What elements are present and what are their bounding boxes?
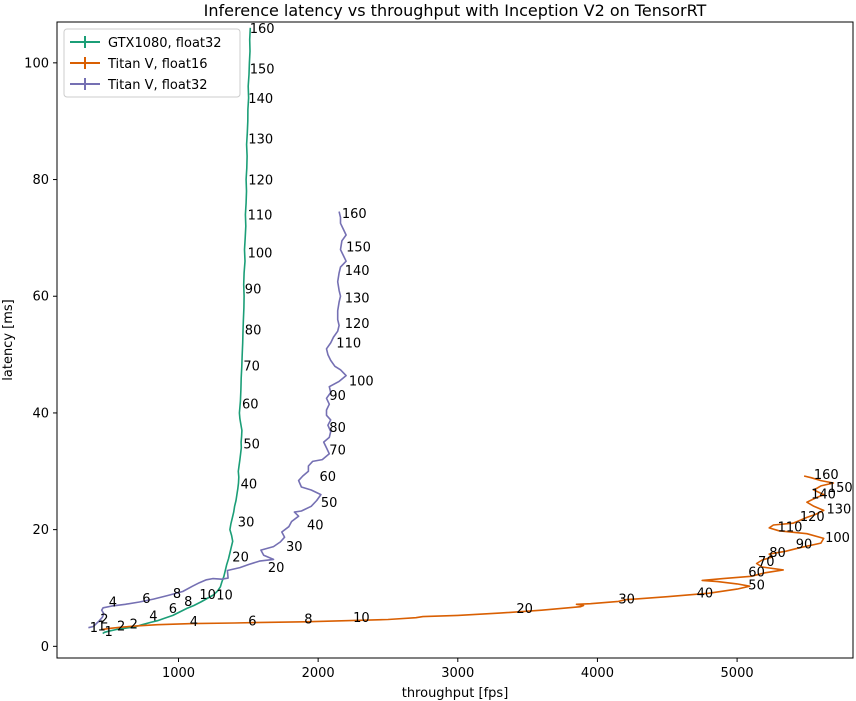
chart-title: Inference latency vs throughput with Inc… xyxy=(204,1,707,20)
plot-frame xyxy=(56,21,854,659)
y-tick-label: 0 xyxy=(41,640,49,655)
point-label: 150 xyxy=(250,63,275,78)
point-label: 160 xyxy=(814,468,839,483)
point-label: 1 xyxy=(105,625,113,640)
point-label: 110 xyxy=(778,521,803,536)
point-label: 20 xyxy=(232,551,249,566)
legend-label: GTX1080, float32 xyxy=(108,36,222,51)
point-label: 6 xyxy=(169,602,177,617)
point-label: 30 xyxy=(286,540,303,555)
point-label: 90 xyxy=(329,389,346,404)
point-label: 130 xyxy=(345,291,370,306)
point-label: 110 xyxy=(248,209,273,224)
point-label: 30 xyxy=(618,593,635,608)
point-label: 100 xyxy=(825,531,850,546)
point-label: 80 xyxy=(245,324,262,339)
legend-box xyxy=(63,28,241,98)
point-label: 50 xyxy=(243,437,260,452)
legend-label: Titan V, float32 xyxy=(107,78,208,93)
legend-label: Titan V, float16 xyxy=(107,57,208,72)
x-tick-label: 2000 xyxy=(302,666,335,681)
point-label: 140 xyxy=(248,92,273,107)
point-label: 2 xyxy=(117,619,125,634)
point-label: 20 xyxy=(268,561,285,576)
x-tick-label: 5000 xyxy=(721,666,754,681)
point-label: 90 xyxy=(796,538,813,553)
point-label: 70 xyxy=(243,360,260,375)
x-axis-label: throughput [fps] xyxy=(402,686,509,701)
point-label: 10 xyxy=(216,588,233,603)
point-label: 150 xyxy=(828,481,853,496)
point-label: 100 xyxy=(248,247,273,262)
point-label: 10 xyxy=(199,588,216,603)
x-tick-label: 4000 xyxy=(581,666,614,681)
y-tick-label: 60 xyxy=(32,290,49,305)
point-label: 50 xyxy=(321,496,338,511)
point-label: 6 xyxy=(142,592,150,607)
point-label: 60 xyxy=(242,398,259,413)
y-tick-label: 40 xyxy=(32,406,49,421)
point-label: 8 xyxy=(184,595,192,610)
y-tick-label: 20 xyxy=(32,523,49,538)
point-label: 140 xyxy=(811,488,836,503)
series-line-2 xyxy=(102,475,835,631)
point-label: 120 xyxy=(800,510,825,525)
series-line-1 xyxy=(102,27,252,635)
point-label: 130 xyxy=(827,503,852,518)
point-label: 2 xyxy=(100,612,108,627)
point-label: 110 xyxy=(336,336,361,351)
point-label: 160 xyxy=(250,22,275,37)
point-label: 30 xyxy=(238,516,255,531)
point-label: 8 xyxy=(173,587,181,602)
point-label: 120 xyxy=(345,317,370,332)
point-label: 160 xyxy=(342,207,367,222)
y-axis-label: latency [ms] xyxy=(1,299,16,380)
point-label: 40 xyxy=(697,587,714,602)
point-label: 60 xyxy=(320,470,337,485)
series-layer xyxy=(88,27,835,635)
point-label: 40 xyxy=(307,518,324,533)
point-label: 70 xyxy=(329,444,346,459)
annotation-layer: 1601501401301201101009080706050403020108… xyxy=(90,22,853,640)
point-label: 80 xyxy=(329,421,346,436)
point-label: 130 xyxy=(248,133,273,148)
y-axis: 0 20 40 60 80 100 xyxy=(24,56,57,655)
point-label: 140 xyxy=(345,264,370,279)
point-label: 1 xyxy=(90,621,98,636)
y-tick-label: 80 xyxy=(32,173,49,188)
point-label: 70 xyxy=(758,555,775,570)
point-label: 4 xyxy=(109,595,117,610)
point-label: 50 xyxy=(748,579,765,594)
series-line-3 xyxy=(88,211,347,629)
point-label: 1 xyxy=(98,619,106,634)
point-label: 60 xyxy=(748,566,765,581)
point-label: 4 xyxy=(190,615,198,630)
y-tick-label: 100 xyxy=(24,56,49,71)
legend: GTX1080, float32 Titan V, float16 Titan V,… xyxy=(63,28,241,98)
point-label: 8 xyxy=(304,612,312,627)
x-axis: 1000 2000 3000 4000 5000 xyxy=(162,658,754,681)
point-label: 20 xyxy=(516,602,533,617)
point-label: 150 xyxy=(346,241,371,256)
point-label: 2 xyxy=(130,618,138,633)
plot-area: 1601501401301201101009080706050403020108… xyxy=(56,21,854,659)
point-label: 90 xyxy=(245,283,262,298)
point-label: 6 xyxy=(248,615,256,630)
x-tick-label: 1000 xyxy=(162,666,195,681)
x-tick-label: 3000 xyxy=(441,666,474,681)
point-label: 40 xyxy=(241,478,258,493)
point-label: 120 xyxy=(248,174,273,189)
point-label: 4 xyxy=(149,609,157,624)
point-label: 80 xyxy=(769,546,786,561)
point-label: 10 xyxy=(353,611,370,626)
point-label: 100 xyxy=(349,374,374,389)
